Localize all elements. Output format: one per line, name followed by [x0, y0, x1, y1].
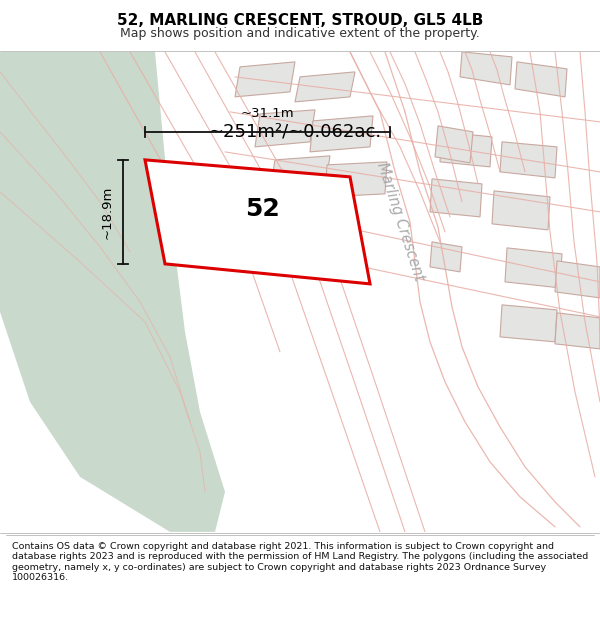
Polygon shape [310, 116, 373, 152]
Polygon shape [440, 132, 492, 167]
Text: ~251m²/~0.062ac.: ~251m²/~0.062ac. [208, 123, 382, 141]
Text: Map shows position and indicative extent of the property.: Map shows position and indicative extent… [120, 27, 480, 40]
Text: Contains OS data © Crown copyright and database right 2021. This information is : Contains OS data © Crown copyright and d… [12, 542, 588, 582]
Polygon shape [460, 52, 512, 85]
Polygon shape [0, 52, 225, 532]
Polygon shape [500, 305, 557, 342]
Polygon shape [145, 160, 370, 284]
Polygon shape [325, 162, 387, 197]
Polygon shape [515, 62, 567, 97]
Text: ~18.9m: ~18.9m [101, 185, 113, 239]
Polygon shape [500, 142, 557, 178]
Polygon shape [435, 126, 473, 163]
Text: Marling Crescent: Marling Crescent [374, 161, 426, 283]
Polygon shape [505, 248, 562, 288]
Polygon shape [555, 313, 600, 349]
Polygon shape [255, 110, 315, 147]
Polygon shape [244, 227, 298, 272]
Text: 52: 52 [245, 197, 280, 221]
Polygon shape [492, 191, 550, 230]
Polygon shape [235, 62, 295, 97]
Polygon shape [555, 261, 600, 298]
Text: ~31.1m: ~31.1m [241, 107, 295, 121]
Text: 52, MARLING CRESCENT, STROUD, GL5 4LB: 52, MARLING CRESCENT, STROUD, GL5 4LB [117, 12, 483, 28]
Polygon shape [270, 156, 330, 192]
Polygon shape [240, 180, 295, 222]
Polygon shape [295, 72, 355, 102]
Polygon shape [430, 179, 482, 217]
Polygon shape [430, 242, 462, 272]
